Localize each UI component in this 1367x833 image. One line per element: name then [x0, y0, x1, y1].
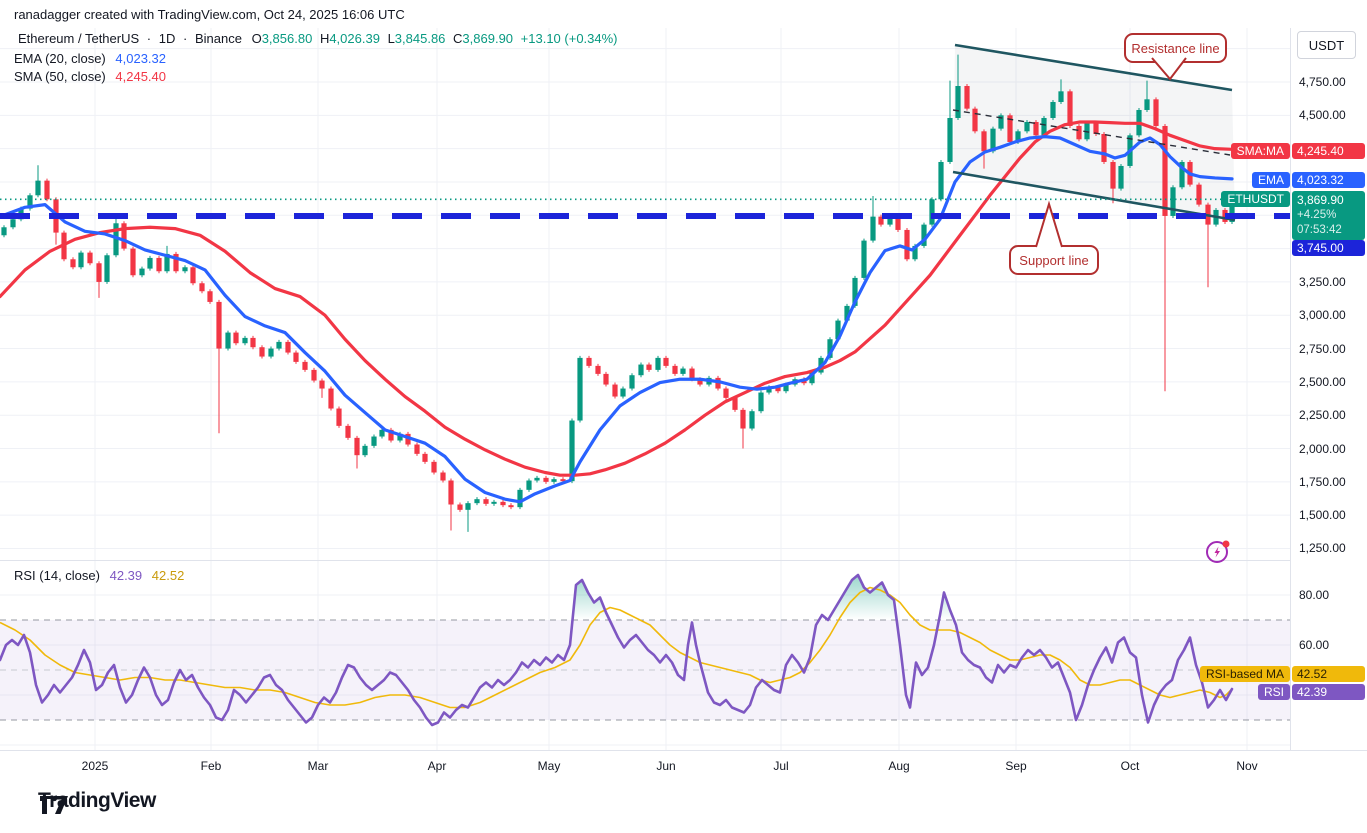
sma-value: 4,245.40 [115, 69, 166, 84]
time-axis-month-label: Mar [307, 759, 329, 773]
rsi-legend-row[interactable]: RSI (14, close) 42.39 42.52 [14, 568, 184, 583]
symbol-axis-tag: ETHUSDT [1221, 191, 1290, 207]
rsi-tick-label: 60.00 [1299, 638, 1330, 652]
price-tick-label: 4,500.00 [1299, 108, 1346, 123]
support-line-callout[interactable]: Support line [1009, 245, 1099, 275]
interval-label: 1D [158, 31, 176, 46]
symbol-legend-row[interactable]: Ethereum / TetherUS · 1D · Binance O3,85… [14, 31, 618, 46]
open-key: O [251, 31, 262, 46]
price-tick-label: 2,750.00 [1299, 341, 1346, 356]
open-value: 3,856.80 [261, 31, 313, 46]
last-price-value: 3,869.90 [1297, 193, 1344, 207]
rsi-tick-label: 80.00 [1299, 588, 1330, 602]
time-axis-month-label: Apr [427, 759, 447, 773]
exchange-label: Binance [194, 31, 242, 46]
tradingview-logo-text: TradingView [38, 789, 156, 812]
time-axis-month-label: Jul [773, 759, 789, 773]
ema-label: EMA (20, close) [14, 51, 106, 66]
close-value: 3,869.90 [462, 31, 514, 46]
pane-separator[interactable] [0, 560, 1367, 561]
ema-legend-row[interactable]: EMA (20, close) 4,023.32 [14, 51, 166, 66]
rsi-ma-axis-value: 42.52 [1292, 666, 1365, 682]
attribution-text: ranadagger created with TradingView.com,… [14, 7, 405, 22]
tradingview-logo-mark [40, 795, 68, 814]
ema-value: 4,023.32 [115, 51, 166, 66]
close-key: C [453, 31, 463, 46]
bar-countdown: 07:53:42 [1297, 224, 1342, 236]
last-price-axis-label: 3,869.90 +4.25% 07:53:42 [1292, 191, 1365, 240]
low-value: 3,845.86 [394, 31, 446, 46]
rsi-axis-tag: RSI [1257, 684, 1290, 700]
legend-sep2: · [183, 31, 188, 46]
price-tick-label: 1,500.00 [1299, 508, 1346, 523]
high-key: H [319, 31, 330, 46]
symbol-title: Ethereum / TetherUS [18, 31, 140, 46]
resistance-line-callout[interactable]: Resistance line [1124, 33, 1227, 63]
price-tick-label: 4,750.00 [1299, 75, 1346, 89]
rsi-value: 42.39 [109, 568, 143, 583]
time-axis-month-label: Feb [200, 759, 222, 773]
flash-boost-icon[interactable] [1205, 538, 1231, 564]
ema-axis-value: 4,023.32 [1292, 172, 1365, 188]
time-axis-month-label: Aug [888, 759, 910, 773]
price-tick-label: 2,500.00 [1299, 374, 1346, 389]
currency-toggle-button[interactable]: USDT [1297, 31, 1356, 59]
price-tick-label: 2,000.00 [1299, 441, 1346, 456]
low-key: L [387, 31, 395, 46]
time-axis-month-label: Nov [1236, 759, 1258, 773]
sma-legend-row[interactable]: SMA (50, close) 4,245.40 [14, 69, 166, 84]
sma-axis-value: 4,245.40 [1292, 143, 1365, 159]
time-axis-month-label: May [537, 759, 561, 773]
rsi-ma-value: 42.52 [151, 568, 185, 583]
time-axis-month-label: Sep [1005, 759, 1027, 773]
price-change-percent: +4.25% [1297, 209, 1337, 221]
rsi-label: RSI (14, close) [14, 568, 100, 583]
change-value: +13.10 (+0.34%) [520, 31, 618, 46]
ema-axis-tag: EMA [1251, 172, 1290, 188]
rsi-ma-axis-tag: RSI-based MA [1199, 666, 1290, 682]
sma-axis-tag: SMA:MA [1230, 143, 1290, 159]
high-value: 4,026.39 [329, 31, 380, 46]
price-tick-label: 1,750.00 [1299, 474, 1346, 489]
alert-level-axis-label: 3,745.00 [1292, 240, 1365, 256]
time-axis-month-label: Jun [656, 759, 676, 773]
time-axis[interactable]: 2025 Feb Mar Apr May Jun Jul Aug Sep Oct Nov [0, 750, 1367, 781]
price-tick-label: 3,250.00 [1299, 274, 1346, 289]
time-axis-month-label: 2025 [81, 759, 109, 773]
price-tick-label: 1,250.00 [1299, 541, 1346, 556]
legend-sep1: · [146, 31, 152, 46]
tradingview-logo[interactable]: TradingView [38, 789, 156, 814]
time-axis-month-label: Oct [1120, 759, 1140, 773]
chart-canvas[interactable] [0, 0, 1290, 780]
rsi-axis-value: 42.39 [1292, 684, 1365, 700]
sma-label: SMA (50, close) [14, 69, 106, 84]
price-tick-label: 3,000.00 [1299, 308, 1346, 323]
price-tick-label: 2,250.00 [1299, 408, 1346, 423]
